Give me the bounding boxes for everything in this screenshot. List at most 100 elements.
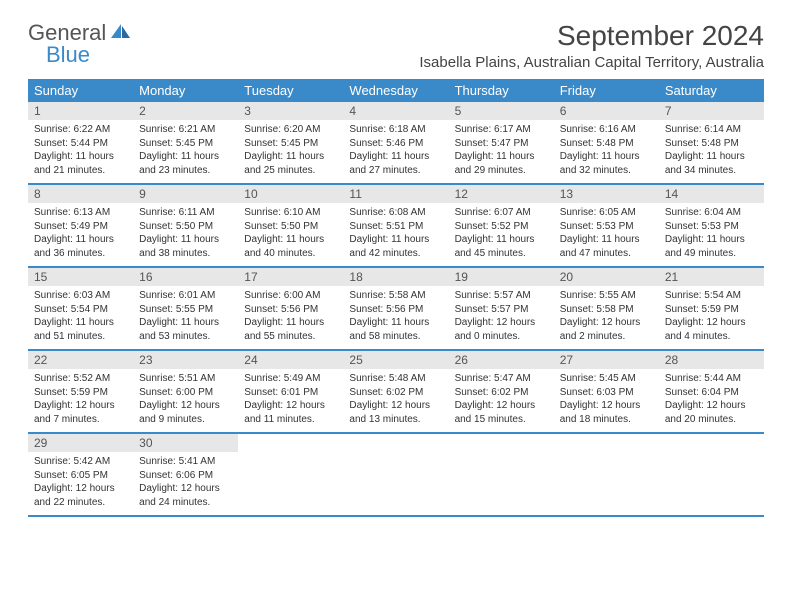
- day-header-sunday: Sunday: [28, 79, 133, 102]
- day-details: Sunrise: 5:47 AMSunset: 6:02 PMDaylight:…: [449, 369, 554, 432]
- sunrise-text: Sunrise: 5:49 AM: [244, 372, 337, 386]
- day-cell: 26Sunrise: 5:47 AMSunset: 6:02 PMDayligh…: [449, 351, 554, 432]
- sunrise-text: Sunrise: 6:01 AM: [139, 289, 232, 303]
- sunset-text: Sunset: 6:01 PM: [244, 386, 337, 400]
- day-number: 8: [28, 185, 133, 203]
- sunset-text: Sunset: 5:50 PM: [244, 220, 337, 234]
- daylight-text: Daylight: 12 hours and 9 minutes.: [139, 399, 232, 426]
- sunset-text: Sunset: 6:04 PM: [665, 386, 758, 400]
- day-number: 4: [343, 102, 448, 120]
- day-cell: 1Sunrise: 6:22 AMSunset: 5:44 PMDaylight…: [28, 102, 133, 183]
- sunrise-text: Sunrise: 5:42 AM: [34, 455, 127, 469]
- sunset-text: Sunset: 5:45 PM: [139, 137, 232, 151]
- daylight-text: Daylight: 11 hours and 23 minutes.: [139, 150, 232, 177]
- logo-text-blue: Blue: [46, 42, 131, 68]
- week-row: 8Sunrise: 6:13 AMSunset: 5:49 PMDaylight…: [28, 185, 764, 268]
- day-cell: 15Sunrise: 6:03 AMSunset: 5:54 PMDayligh…: [28, 268, 133, 349]
- daylight-text: Daylight: 11 hours and 21 minutes.: [34, 150, 127, 177]
- day-details: Sunrise: 6:13 AMSunset: 5:49 PMDaylight:…: [28, 203, 133, 266]
- sunrise-text: Sunrise: 5:58 AM: [349, 289, 442, 303]
- day-details: Sunrise: 6:07 AMSunset: 5:52 PMDaylight:…: [449, 203, 554, 266]
- day-number: 10: [238, 185, 343, 203]
- daylight-text: Daylight: 11 hours and 49 minutes.: [665, 233, 758, 260]
- day-number: 21: [659, 268, 764, 286]
- day-number: 29: [28, 434, 133, 452]
- daylight-text: Daylight: 12 hours and 11 minutes.: [244, 399, 337, 426]
- title-block: September 2024 Isabella Plains, Australi…: [419, 20, 764, 71]
- week-row: 29Sunrise: 5:42 AMSunset: 6:05 PMDayligh…: [28, 434, 764, 517]
- day-header-wednesday: Wednesday: [343, 79, 448, 102]
- sunset-text: Sunset: 5:54 PM: [34, 303, 127, 317]
- sunrise-text: Sunrise: 6:14 AM: [665, 123, 758, 137]
- day-number: 9: [133, 185, 238, 203]
- day-cell: 18Sunrise: 5:58 AMSunset: 5:56 PMDayligh…: [343, 268, 448, 349]
- week-row: 15Sunrise: 6:03 AMSunset: 5:54 PMDayligh…: [28, 268, 764, 351]
- daylight-text: Daylight: 11 hours and 38 minutes.: [139, 233, 232, 260]
- day-header-tuesday: Tuesday: [238, 79, 343, 102]
- day-cell: 28Sunrise: 5:44 AMSunset: 6:04 PMDayligh…: [659, 351, 764, 432]
- day-cell: 16Sunrise: 6:01 AMSunset: 5:55 PMDayligh…: [133, 268, 238, 349]
- daylight-text: Daylight: 11 hours and 29 minutes.: [455, 150, 548, 177]
- daylight-text: Daylight: 12 hours and 15 minutes.: [455, 399, 548, 426]
- daylight-text: Daylight: 12 hours and 7 minutes.: [34, 399, 127, 426]
- day-details: Sunrise: 5:42 AMSunset: 6:05 PMDaylight:…: [28, 452, 133, 515]
- day-details: Sunrise: 6:08 AMSunset: 5:51 PMDaylight:…: [343, 203, 448, 266]
- day-cell: 6Sunrise: 6:16 AMSunset: 5:48 PMDaylight…: [554, 102, 659, 183]
- sunrise-text: Sunrise: 6:11 AM: [139, 206, 232, 220]
- week-row: 1Sunrise: 6:22 AMSunset: 5:44 PMDaylight…: [28, 102, 764, 185]
- week-row: 22Sunrise: 5:52 AMSunset: 5:59 PMDayligh…: [28, 351, 764, 434]
- sunset-text: Sunset: 5:55 PM: [139, 303, 232, 317]
- sunrise-text: Sunrise: 5:45 AM: [560, 372, 653, 386]
- day-details: Sunrise: 6:20 AMSunset: 5:45 PMDaylight:…: [238, 120, 343, 183]
- daylight-text: Daylight: 12 hours and 13 minutes.: [349, 399, 442, 426]
- day-details: Sunrise: 5:54 AMSunset: 5:59 PMDaylight:…: [659, 286, 764, 349]
- sunrise-text: Sunrise: 6:10 AM: [244, 206, 337, 220]
- day-cell: 13Sunrise: 6:05 AMSunset: 5:53 PMDayligh…: [554, 185, 659, 266]
- sunrise-text: Sunrise: 6:18 AM: [349, 123, 442, 137]
- sunset-text: Sunset: 6:00 PM: [139, 386, 232, 400]
- day-number: 23: [133, 351, 238, 369]
- day-details: Sunrise: 6:11 AMSunset: 5:50 PMDaylight:…: [133, 203, 238, 266]
- daylight-text: Daylight: 11 hours and 25 minutes.: [244, 150, 337, 177]
- day-header-row: SundayMondayTuesdayWednesdayThursdayFrid…: [28, 79, 764, 102]
- day-number: 1: [28, 102, 133, 120]
- sunrise-text: Sunrise: 5:54 AM: [665, 289, 758, 303]
- day-details: Sunrise: 5:52 AMSunset: 5:59 PMDaylight:…: [28, 369, 133, 432]
- day-cell: 23Sunrise: 5:51 AMSunset: 6:00 PMDayligh…: [133, 351, 238, 432]
- sunset-text: Sunset: 5:47 PM: [455, 137, 548, 151]
- day-details: Sunrise: 5:51 AMSunset: 6:00 PMDaylight:…: [133, 369, 238, 432]
- logo: General Blue: [28, 20, 131, 68]
- sunset-text: Sunset: 5:51 PM: [349, 220, 442, 234]
- day-details: Sunrise: 5:45 AMSunset: 6:03 PMDaylight:…: [554, 369, 659, 432]
- day-number: 20: [554, 268, 659, 286]
- daylight-text: Daylight: 11 hours and 27 minutes.: [349, 150, 442, 177]
- day-cell: 3Sunrise: 6:20 AMSunset: 5:45 PMDaylight…: [238, 102, 343, 183]
- sunset-text: Sunset: 6:06 PM: [139, 469, 232, 483]
- day-number: 14: [659, 185, 764, 203]
- day-number: 13: [554, 185, 659, 203]
- day-details: Sunrise: 6:14 AMSunset: 5:48 PMDaylight:…: [659, 120, 764, 183]
- day-cell: 25Sunrise: 5:48 AMSunset: 6:02 PMDayligh…: [343, 351, 448, 432]
- sunset-text: Sunset: 5:48 PM: [665, 137, 758, 151]
- sunrise-text: Sunrise: 5:48 AM: [349, 372, 442, 386]
- day-details: Sunrise: 6:01 AMSunset: 5:55 PMDaylight:…: [133, 286, 238, 349]
- daylight-text: Daylight: 12 hours and 2 minutes.: [560, 316, 653, 343]
- day-number: 15: [28, 268, 133, 286]
- day-header-friday: Friday: [554, 79, 659, 102]
- day-number: 7: [659, 102, 764, 120]
- day-number: 28: [659, 351, 764, 369]
- header: General Blue September 2024 Isabella Pla…: [28, 20, 764, 71]
- sunrise-text: Sunrise: 5:47 AM: [455, 372, 548, 386]
- day-cell: 14Sunrise: 6:04 AMSunset: 5:53 PMDayligh…: [659, 185, 764, 266]
- day-details: Sunrise: 6:10 AMSunset: 5:50 PMDaylight:…: [238, 203, 343, 266]
- day-cell: 8Sunrise: 6:13 AMSunset: 5:49 PMDaylight…: [28, 185, 133, 266]
- day-number: 3: [238, 102, 343, 120]
- day-cell: 27Sunrise: 5:45 AMSunset: 6:03 PMDayligh…: [554, 351, 659, 432]
- sunset-text: Sunset: 5:46 PM: [349, 137, 442, 151]
- day-cell: 17Sunrise: 6:00 AMSunset: 5:56 PMDayligh…: [238, 268, 343, 349]
- day-number: 30: [133, 434, 238, 452]
- sunset-text: Sunset: 5:44 PM: [34, 137, 127, 151]
- day-number: 12: [449, 185, 554, 203]
- day-number: 19: [449, 268, 554, 286]
- day-details: Sunrise: 6:04 AMSunset: 5:53 PMDaylight:…: [659, 203, 764, 266]
